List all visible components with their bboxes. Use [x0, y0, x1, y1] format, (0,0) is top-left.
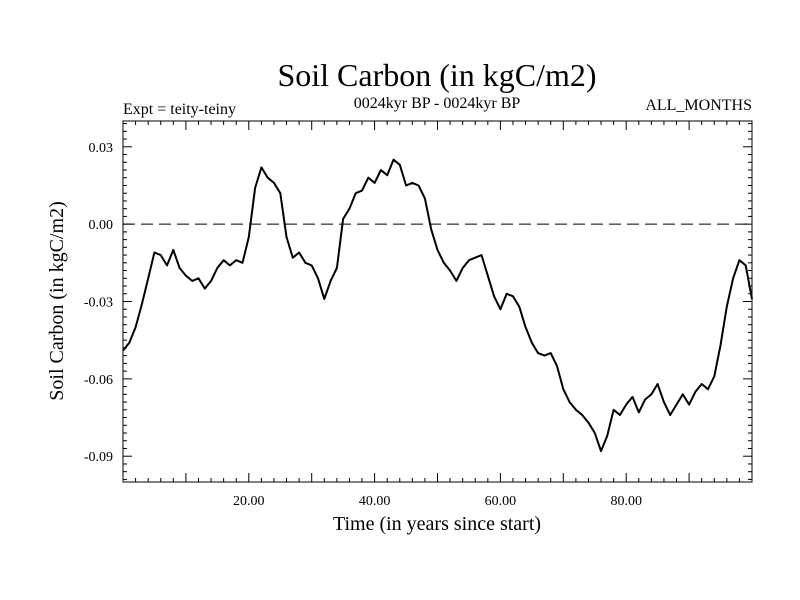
y-tick-label: -0.06: [84, 373, 113, 388]
plot-frame: [122, 120, 753, 483]
y-tick-label: 0.00: [89, 218, 114, 233]
y-axis-label: Soil Carbon (in kgC/m2): [46, 201, 68, 400]
x-tick-label: 20.00: [233, 494, 265, 509]
y-tick-label: -0.09: [84, 450, 113, 465]
chart-title: Soil Carbon (in kgC/m2): [277, 57, 596, 93]
experiment-label: Expt = teity-teiny: [123, 101, 236, 118]
x-tick-label: 60.00: [485, 494, 517, 509]
x-axis-label: Time (in years since start): [333, 513, 541, 535]
y-tick-label: 0.03: [89, 141, 114, 156]
series-line: [122, 158, 753, 453]
x-tick-label: 80.00: [610, 494, 642, 509]
x-axis: 20.00 40.00 60.00 80.00: [135, 121, 740, 509]
chart-subtitle: 0024kyr BP - 0024kyr BP: [354, 95, 521, 112]
y-axis: 0.03 0.00 -0.03 -0.06 -0.09: [84, 123, 752, 480]
y-tick-label: -0.03: [84, 296, 113, 311]
months-label: ALL_MONTHS: [645, 97, 752, 114]
x-tick-label: 40.00: [359, 494, 391, 509]
